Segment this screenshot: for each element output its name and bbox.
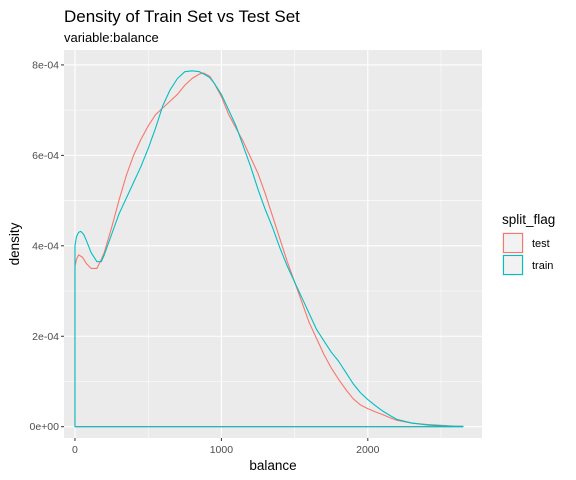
x-axis: 0 1000 2000 xyxy=(72,438,380,456)
y-axis: 0e+00 2e-04 4e-04 6e-04 8e-04 xyxy=(30,59,64,433)
legend-label-test: test xyxy=(532,238,550,250)
y-tick-label: 4e-04 xyxy=(32,240,59,252)
density-line-train xyxy=(74,70,464,428)
chart-title: Density of Train Set vs Test Set xyxy=(64,7,300,26)
y-tick-label: 0e+00 xyxy=(30,421,60,433)
legend-key-test xyxy=(502,232,524,254)
y-tick-label: 8e-04 xyxy=(32,59,59,71)
y-tick-label: 2e-04 xyxy=(32,331,59,343)
legend-label-train: train xyxy=(532,260,553,272)
density-line-test xyxy=(74,72,464,428)
x-tick-label: 1000 xyxy=(210,444,234,456)
y-axis-title: density xyxy=(7,222,22,265)
chart-subtitle: variable:balance xyxy=(64,30,159,45)
x-tick-label: 0 xyxy=(72,444,78,456)
y-tick-label: 6e-04 xyxy=(32,150,59,162)
legend-key-train xyxy=(502,254,524,276)
plot-panel xyxy=(64,50,482,438)
legend: split_flag test train xyxy=(502,212,555,276)
series-layer xyxy=(74,70,464,428)
x-axis-title: balance xyxy=(249,458,296,473)
x-tick-label: 2000 xyxy=(356,444,380,456)
legend-title: split_flag xyxy=(502,212,555,227)
